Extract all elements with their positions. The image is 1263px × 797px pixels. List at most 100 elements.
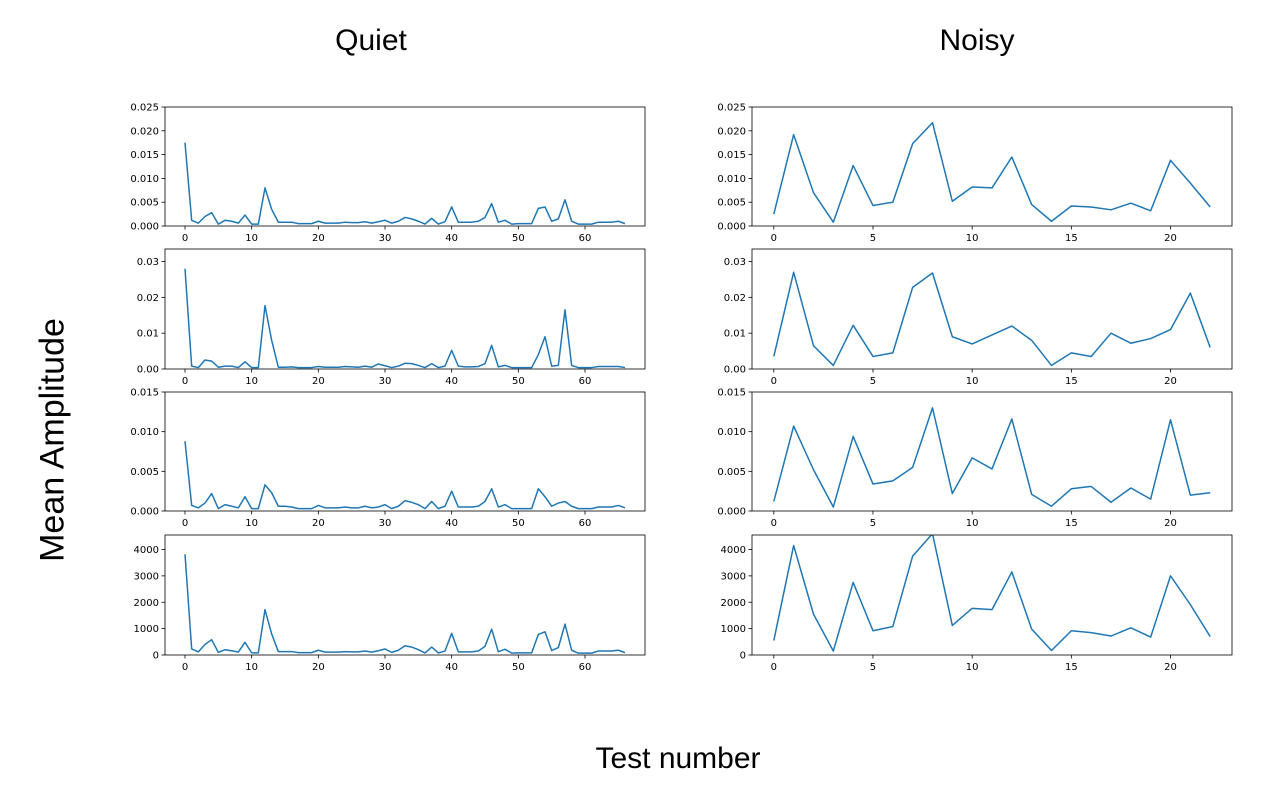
- quiet-r3-xtick-label: 30: [379, 518, 392, 529]
- quiet-r1-xtick-label: 0: [182, 233, 188, 244]
- noisy-r2-ytick-label: 0.01: [724, 329, 746, 340]
- noisy-r3-xtick-label: 5: [870, 518, 876, 529]
- quiet-r1-series-line: [184, 142, 626, 225]
- noisy-r2-xtick-label: 5: [870, 376, 876, 387]
- quiet-r3-xtick-label: 40: [445, 518, 458, 529]
- noisy-r1-ytick-label: 0.000: [717, 222, 746, 233]
- quiet-r4-axes-frame: [164, 534, 646, 656]
- noisy-r3-ytick-label: 0.000: [717, 507, 746, 518]
- quiet-r1-ytick-label: 0.015: [130, 150, 159, 161]
- quiet-r2-xtick-label: 20: [312, 376, 325, 387]
- quiet-r2-xtick-label: 60: [579, 376, 592, 387]
- quiet-r2-xtick-label: 50: [512, 376, 525, 387]
- quiet-r3-series-line: [184, 441, 626, 510]
- quiet-r2-xtick-label: 40: [445, 376, 458, 387]
- quiet-r4-xtick-label: 20: [312, 662, 325, 673]
- noisy-r2-ytick-label: 0.00: [724, 365, 746, 376]
- quiet-r4-ytick-label: 3000: [134, 571, 159, 582]
- noisy-r1-axes-frame: [751, 106, 1233, 227]
- quiet-r4-panel: 0 10 20 30 40 50 60 0 1000 2000 3000 4000: [134, 534, 646, 673]
- noisy-r1-series-line: [773, 121, 1211, 223]
- quiet-r3-ytick-label: 0.010: [130, 427, 159, 438]
- noisy-r4-ytick-label: 3000: [721, 571, 746, 582]
- noisy-r4-xtick-label: 0: [771, 662, 777, 673]
- quiet-r1-axes-frame: [164, 106, 646, 227]
- noisy-r1-xtick-label: 0: [771, 233, 777, 244]
- quiet-r2-xtick-label: 30: [379, 376, 392, 387]
- noisy-r1-ytick-label: 0.025: [717, 103, 746, 114]
- quiet-r2-ytick-label: 0.00: [137, 365, 159, 376]
- noisy-r1-ytick-label: 0.005: [717, 198, 746, 209]
- noisy-r4-xtick-label: 10: [966, 662, 979, 673]
- quiet-r2-panel: 0 10 20 30 40 50 60 0.00 0.01 0.02 0.03: [137, 248, 646, 387]
- noisy-r3-xtick-label: 20: [1164, 518, 1177, 529]
- quiet-r3-ytick-label: 0.005: [130, 467, 159, 478]
- quiet-r4-ytick-label: 2000: [134, 598, 159, 609]
- noisy-r4-xtick-label: 20: [1164, 662, 1177, 673]
- noisy-r3-ytick-label: 0.015: [717, 388, 746, 399]
- noisy-r3-axes-frame: [751, 391, 1233, 512]
- quiet-r3-ytick-label: 0.015: [130, 388, 159, 399]
- noisy-r3-series-line: [773, 407, 1211, 508]
- quiet-r3-xtick-label: 20: [312, 518, 325, 529]
- noisy-r1-ytick-label: 0.020: [717, 126, 746, 137]
- quiet-r4-xtick-label: 40: [445, 662, 458, 673]
- noisy-r3-ytick-label: 0.010: [717, 427, 746, 438]
- quiet-r3-ytick-label: 0.000: [130, 507, 159, 518]
- noisy-r4-series-line: [773, 535, 1211, 652]
- noisy-r2-xtick-label: 15: [1065, 376, 1078, 387]
- noisy-r3-xtick-label: 10: [966, 518, 979, 529]
- noisy-r2-ytick-label: 0.03: [724, 257, 746, 268]
- quiet-r4-ytick-label: 0: [153, 651, 159, 662]
- noisy-r4-ytick-label: 1000: [721, 624, 746, 635]
- noisy-r4-xtick-label: 5: [870, 662, 876, 673]
- noisy-r2-xtick-label: 0: [771, 376, 777, 387]
- quiet-r1-xtick-label: 20: [312, 233, 325, 244]
- noisy-r1-xtick-label: 5: [870, 233, 876, 244]
- noisy-r2-xtick-label: 10: [966, 376, 979, 387]
- noisy-r1-ytick-label: 0.010: [717, 174, 746, 185]
- noisy-r1-panel: 0 5 10 15 20 0.000 0.005 0.010 0.015 0.020 0.025: [717, 103, 1233, 244]
- quiet-r4-xtick-label: 0: [182, 662, 188, 673]
- quiet-r4-series-line: [184, 554, 626, 654]
- quiet-r1-ytick-label: 0.005: [130, 198, 159, 209]
- quiet-r4-ytick-label: 1000: [134, 624, 159, 635]
- quiet-r1-ytick-label: 0.020: [130, 126, 159, 137]
- quiet-r2-ytick-label: 0.01: [137, 329, 159, 340]
- quiet-r2-series-line: [184, 268, 626, 369]
- quiet-r1-panel: 0 10 20 30 40 50 60 0.000 0.005 0.010 0.015 0.020 0.…: [130, 103, 646, 244]
- quiet-r3-xtick-label: 10: [245, 518, 258, 529]
- quiet-r4-xtick-label: 30: [379, 662, 392, 673]
- noisy-r4-ytick-label: 0: [740, 651, 746, 662]
- quiet-r1-xtick-label: 60: [579, 233, 592, 244]
- quiet-r2-xtick-label: 10: [245, 376, 258, 387]
- quiet-r1-xtick-label: 50: [512, 233, 525, 244]
- noisy-r4-ytick-label: 4000: [721, 545, 746, 556]
- quiet-r1-ytick-label: 0.025: [130, 103, 159, 114]
- quiet-r1-xtick-label: 40: [445, 233, 458, 244]
- quiet-r4-xtick-label: 50: [512, 662, 525, 673]
- quiet-r1-xtick-label: 10: [245, 233, 258, 244]
- noisy-r2-xtick-label: 20: [1164, 376, 1177, 387]
- noisy-r2-panel: 0 5 10 15 20 0.00 0.01 0.02 0.03: [724, 248, 1233, 387]
- x-axis-label: Test number: [595, 742, 761, 775]
- noisy-r3-panel: 0 5 10 15 20 0.000 0.005 0.010 0.015: [717, 388, 1233, 529]
- quiet-r4-ytick-label: 4000: [134, 545, 159, 556]
- noisy-r4-ytick-label: 2000: [721, 598, 746, 609]
- noisy-r3-ytick-label: 0.005: [717, 467, 746, 478]
- quiet-r1-ytick-label: 0.000: [130, 222, 159, 233]
- noisy-r1-xtick-label: 15: [1065, 233, 1078, 244]
- noisy-r1-ytick-label: 0.015: [717, 150, 746, 161]
- quiet-r3-xtick-label: 60: [579, 518, 592, 529]
- quiet-r1-xtick-label: 30: [379, 233, 392, 244]
- noisy-r2-axes-frame: [751, 248, 1233, 370]
- noisy-r3-xtick-label: 0: [771, 518, 777, 529]
- noisy-column-title: Noisy: [939, 24, 1015, 57]
- noisy-r1-xtick-label: 20: [1164, 233, 1177, 244]
- quiet-column-title: Quiet: [335, 24, 407, 57]
- quiet-r2-xtick-label: 0: [182, 376, 188, 387]
- quiet-r3-axes-frame: [164, 391, 646, 512]
- noisy-r4-axes-frame: [751, 534, 1233, 656]
- quiet-r3-xtick-label: 0: [182, 518, 188, 529]
